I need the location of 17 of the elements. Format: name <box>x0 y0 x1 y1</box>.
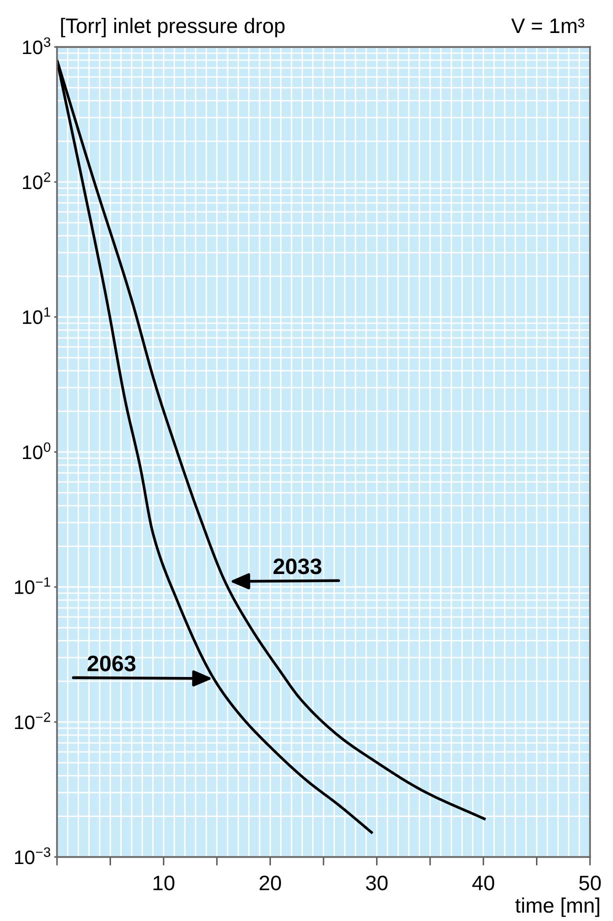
x-tick-label: 40 <box>472 876 494 890</box>
text: V = 1m³ <box>511 18 584 33</box>
y-tick-label: 10$^{3}$ <box>22 37 50 54</box>
y-axis-title: [Torr] inlet pressure drop <box>61 18 285 38</box>
y-tick-label: 10$^{1}$ <box>22 307 50 324</box>
x-tick-label: 20 <box>260 876 281 890</box>
annotation: 2063 <box>88 656 136 672</box>
annotation: 2033 <box>274 558 322 574</box>
y-tick-label: 10$^{−3}$ <box>15 847 50 864</box>
y-tick-label: 10$^{2}$ <box>22 172 50 190</box>
x-axis-title: time [mn] <box>515 898 600 917</box>
x-tick-label: 50 <box>579 876 601 890</box>
y-tick-label: 10$^{−2}$ <box>15 712 50 730</box>
y-tick-label: 10$^{0}$ <box>22 442 50 460</box>
y-tick-label: 10$^{−1}$ <box>15 577 50 594</box>
x-tick-label: 30 <box>366 876 388 890</box>
x-tick-label: 10 <box>154 876 174 890</box>
